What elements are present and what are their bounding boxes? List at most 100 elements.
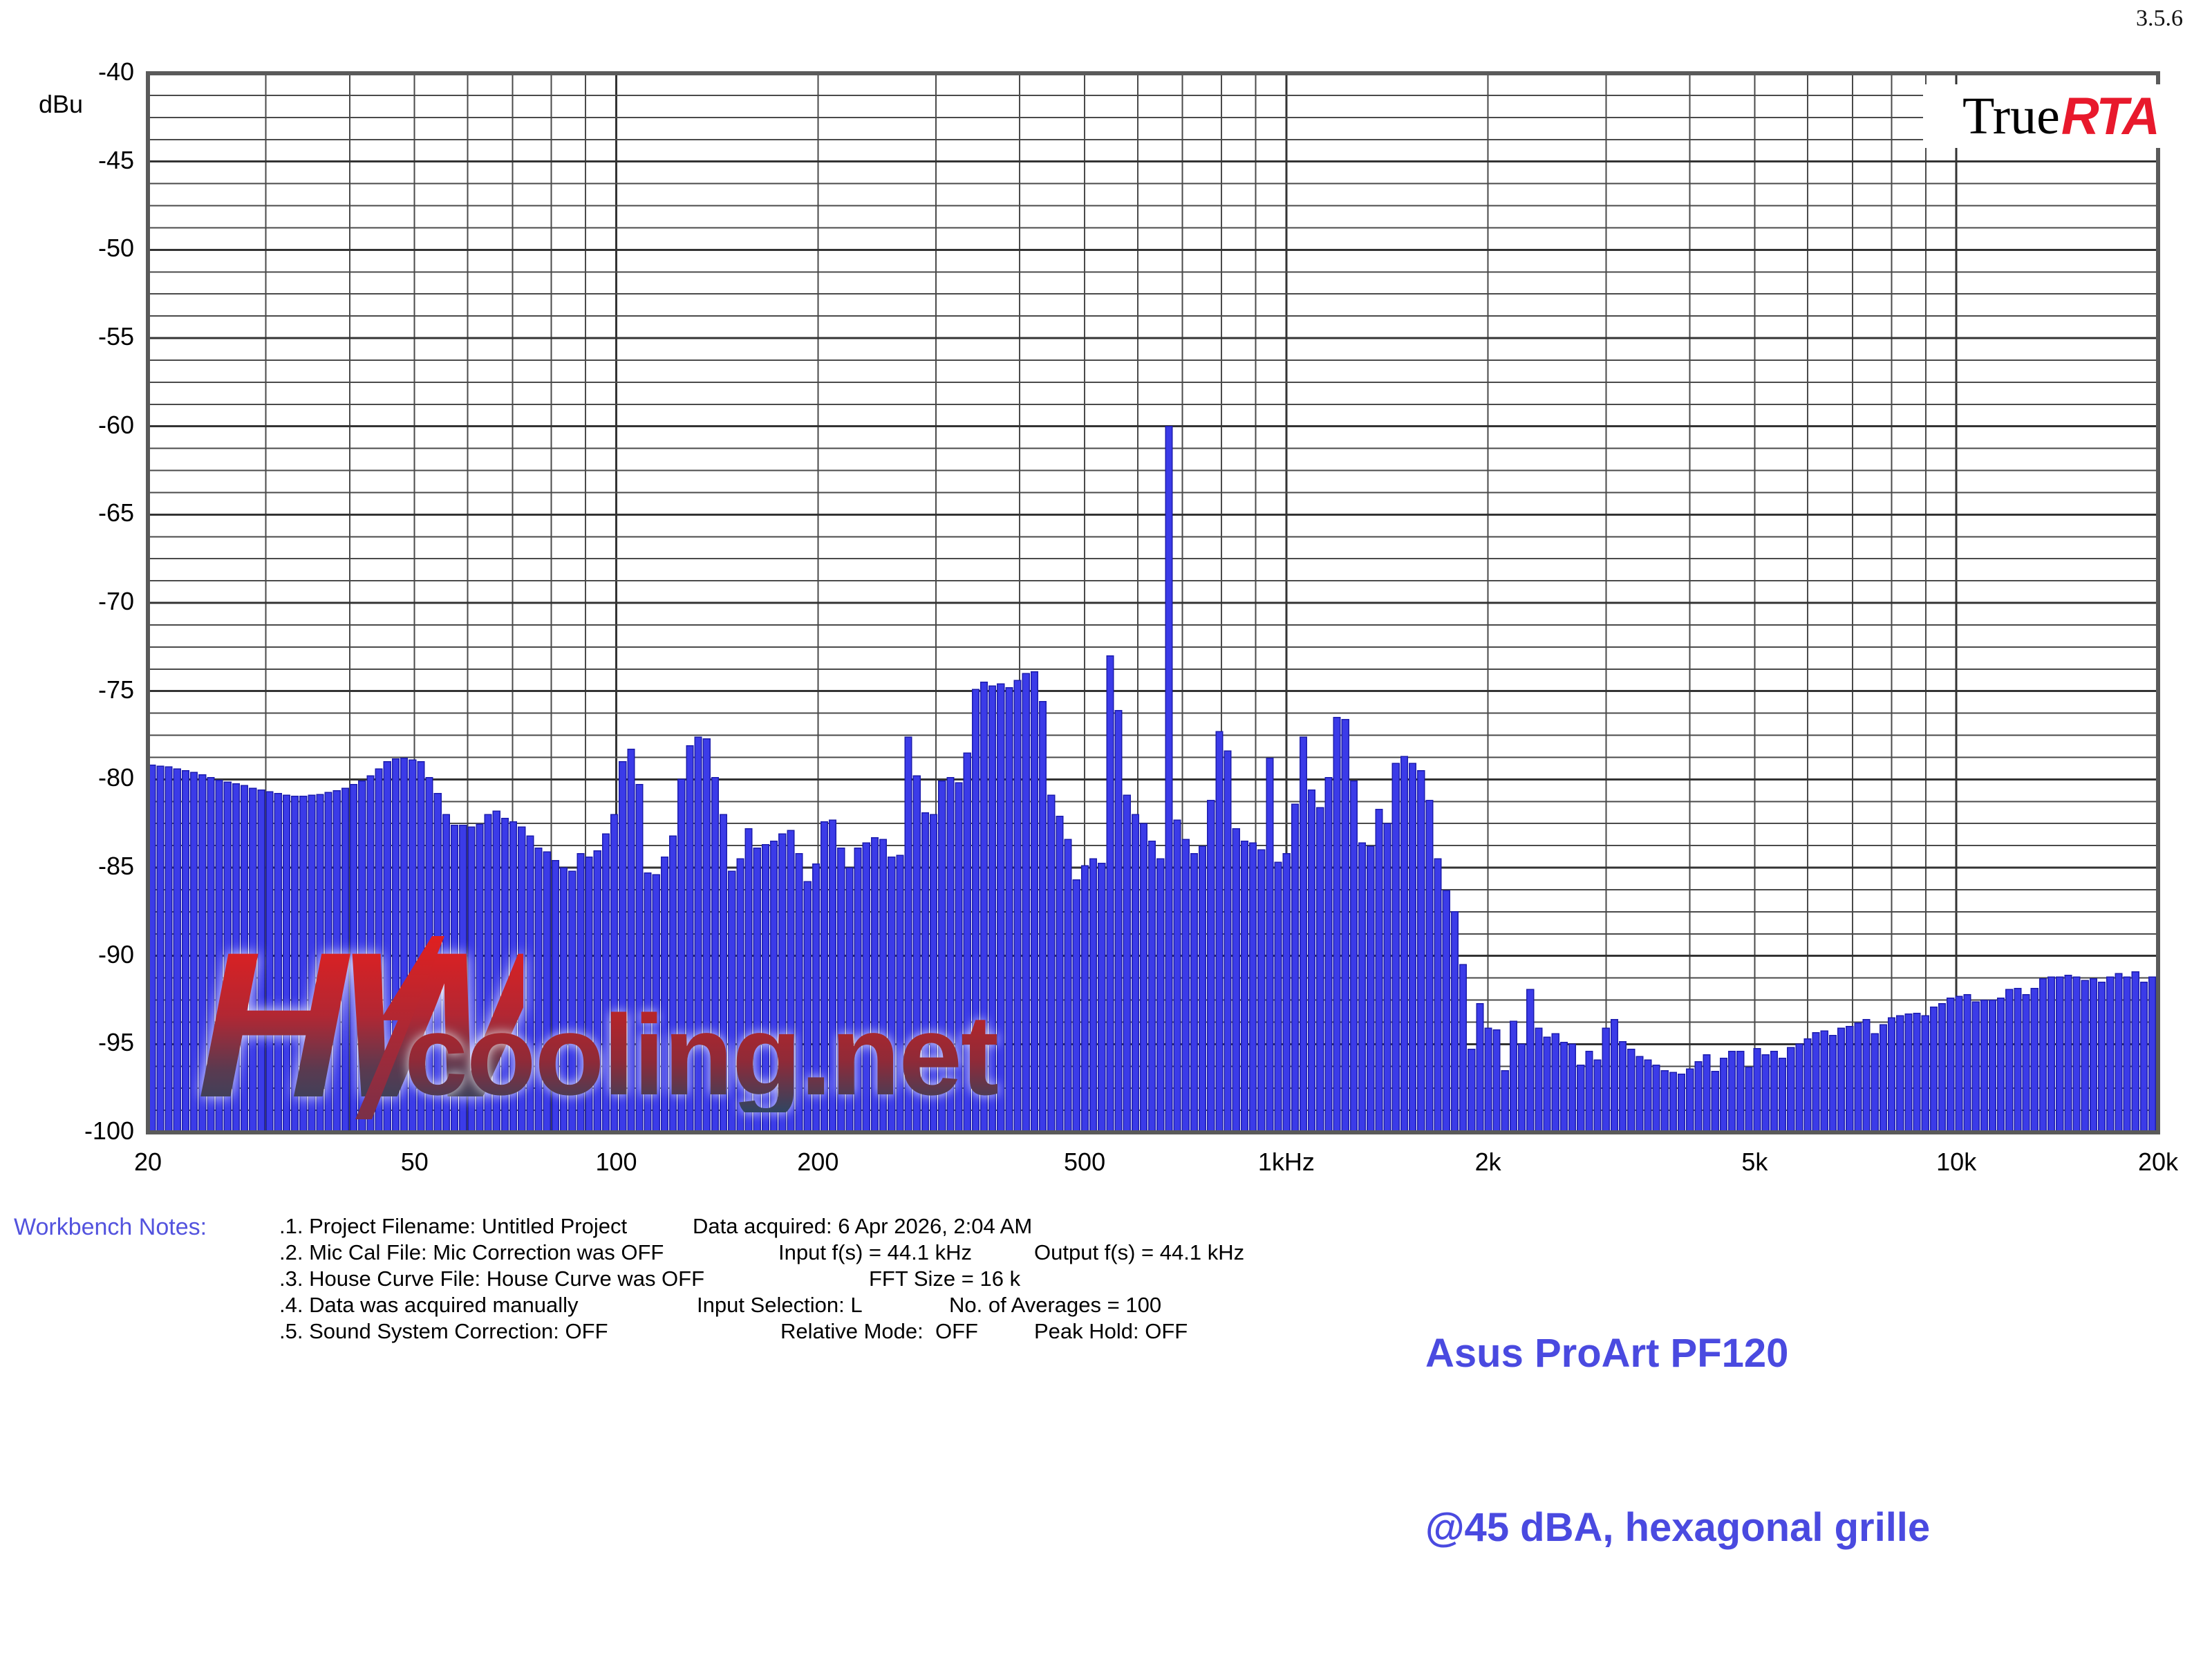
- spectrum-bar: [1837, 1027, 1846, 1133]
- spectrum-bar: [669, 835, 677, 1133]
- spectrum-bar: [1795, 1043, 1803, 1133]
- spectrum-bar: [1678, 1073, 1686, 1133]
- spectrum-bar: [1644, 1059, 1652, 1133]
- spectrum-bar: [324, 792, 332, 1133]
- spectrum-bar: [2038, 978, 2047, 1133]
- spectrum-bar: [888, 856, 896, 1133]
- spectrum-bar: [2022, 994, 2030, 1133]
- spectrum-bar: [173, 768, 181, 1133]
- measurement-annotation: Asus ProArt PF120 @45 dBA, hexagonal gri…: [1425, 1208, 1930, 1673]
- spectrum-bar: [1947, 998, 1955, 1133]
- spectrum-bar: [829, 819, 837, 1133]
- spectrum-bar: [476, 823, 484, 1133]
- spectrum-bar: [1047, 794, 1056, 1133]
- workbench-note-text: Data acquired: 6 Apr 2026, 2:04 AM: [693, 1214, 1033, 1238]
- workbench-note-text: .1. Project Filename: Untitled Project: [279, 1214, 628, 1238]
- spectrum-bar: [425, 777, 433, 1133]
- workbench-note-text: FFT Size = 16 k: [869, 1267, 1021, 1291]
- spectrum-bar: [1299, 736, 1308, 1133]
- spectrum-bar: [1098, 862, 1106, 1133]
- y-axis-tick-label: -85: [97, 852, 134, 880]
- spectrum-bar: [1274, 861, 1282, 1133]
- spectrum-bar: [1190, 852, 1199, 1133]
- spectrum-bar: [1367, 845, 1375, 1133]
- spectrum-bar: [1551, 1033, 1559, 1133]
- spectrum-bar: [1173, 819, 1181, 1133]
- spectrum-bar: [1425, 800, 1434, 1133]
- spectrum-bar: [1543, 1036, 1551, 1133]
- spectrum-bar: [156, 765, 165, 1133]
- spectrum-bar: [820, 821, 829, 1133]
- spectrum-bar: [1761, 1054, 1770, 1133]
- spectrum-bar: [207, 777, 215, 1133]
- spectrum-bar: [484, 814, 492, 1133]
- spectrum-plot: [146, 71, 2160, 1134]
- spectrum-bar: [1787, 1047, 1795, 1133]
- spectrum-bar: [778, 833, 787, 1133]
- spectrum-bar: [812, 863, 820, 1133]
- spectrum-bar: [442, 814, 450, 1133]
- spectrum-bar: [1896, 1015, 1904, 1133]
- spectrum-bar: [1349, 781, 1358, 1133]
- spectrum-bar: [1400, 756, 1408, 1133]
- spectrum-bar: [400, 757, 409, 1133]
- spectrum-bar: [518, 826, 526, 1133]
- spectrum-bar: [862, 842, 870, 1133]
- x-axis-tick-label: 5k: [1741, 1148, 1768, 1176]
- spectrum-bar: [1711, 1071, 1719, 1133]
- spectrum-bar: [366, 775, 375, 1133]
- plot-border: [146, 71, 2160, 1134]
- spectrum-bar: [1778, 1058, 1787, 1133]
- spectrum-bar: [1240, 840, 1248, 1133]
- y-axis-tick-label: -65: [97, 498, 134, 527]
- spectrum-bar: [1753, 1047, 1761, 1133]
- workbench-notes-label: Workbench Notes:: [14, 1214, 207, 1240]
- spectrum-bar: [417, 761, 425, 1133]
- spectrum-bar: [1080, 865, 1089, 1133]
- spectrum-bar: [1828, 1034, 1837, 1133]
- spectrum-bar: [955, 782, 963, 1133]
- spectrum-bar: [1929, 1006, 1938, 1133]
- spectrum-bar: [1568, 1043, 1577, 1133]
- spectrum-bar: [316, 794, 324, 1133]
- spectrum-bar: [1921, 1015, 1929, 1133]
- spectrum-bar: [854, 848, 862, 1133]
- spectrum-bar: [1072, 879, 1080, 1133]
- spectrum-bar: [1333, 717, 1341, 1133]
- spectrum-bar: [1694, 1061, 1703, 1133]
- spectrum-bar: [1593, 1059, 1602, 1133]
- spectrum-bar: [1215, 731, 1224, 1133]
- spectrum-bar: [1862, 1018, 1871, 1133]
- y-axis-unit-label: dBu: [39, 90, 84, 118]
- spectrum-bar: [459, 824, 467, 1133]
- spectrum-bar: [1316, 807, 1324, 1133]
- spectrum-bar: [971, 689, 980, 1133]
- spectrum-bar: [1224, 750, 1232, 1133]
- spectrum-bar: [1022, 673, 1030, 1133]
- spectrum-bar: [2115, 973, 2123, 1133]
- spectrum-bar: [1535, 1027, 1543, 1133]
- spectrum-bar: [1030, 671, 1039, 1133]
- x-axis-tick-label: 20: [133, 1148, 162, 1176]
- spectrum-bar: [265, 791, 274, 1133]
- spectrum-bar: [1526, 989, 1535, 1133]
- spectrum-bar: [702, 738, 711, 1133]
- spectrum-bar: [963, 752, 971, 1133]
- spectrum-bar: [1963, 994, 1971, 1133]
- spectrum-bar: [534, 848, 543, 1133]
- spectrum-bar: [341, 787, 350, 1133]
- spectrum-bar: [358, 781, 366, 1133]
- spectrum-bar: [2030, 988, 2038, 1133]
- spectrum-bar: [879, 839, 888, 1133]
- spectrum-bar: [610, 814, 619, 1133]
- spectrum-bar: [1266, 757, 1274, 1133]
- spectrum-bar: [2089, 978, 2097, 1133]
- spectrum-bar: [2097, 982, 2106, 1133]
- spectrum-bar: [577, 852, 585, 1133]
- spectrum-bar: [1375, 808, 1383, 1133]
- spectrum-bar: [644, 872, 652, 1133]
- spectrum-bar: [1509, 1020, 1518, 1133]
- spectrum-bar: [433, 793, 442, 1133]
- y-axis-tick-label: -95: [97, 1028, 134, 1057]
- spectrum-bar: [1602, 1027, 1610, 1133]
